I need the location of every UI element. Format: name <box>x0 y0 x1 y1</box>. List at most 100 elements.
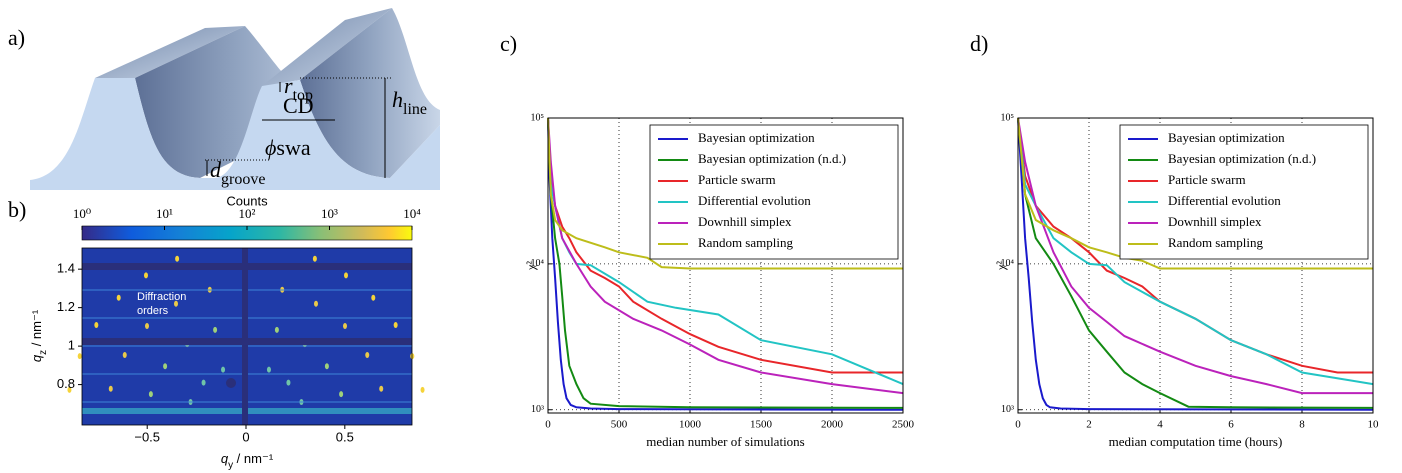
colorbar-label: Counts <box>226 193 268 208</box>
r-top-label-part: top <box>293 87 313 104</box>
x-tick-label: 0 <box>242 429 249 444</box>
annotation: orders <box>137 305 169 317</box>
y-tick-label: 1.2 <box>57 299 75 314</box>
diffraction-spot <box>116 294 121 301</box>
x-tick-label: 10 <box>1368 419 1380 431</box>
y-tick-label: 10⁴ <box>1001 258 1015 269</box>
x-tick-label: 2 <box>1086 419 1092 431</box>
x-tick-label: −0.5 <box>134 429 160 444</box>
series-line <box>547 117 904 411</box>
x-tick-label: 0.5 <box>336 429 354 444</box>
beamstop <box>242 248 248 425</box>
legend-label: Differential evolution <box>1168 193 1281 208</box>
swa-label-part: swa <box>276 135 310 160</box>
legend-box <box>1119 124 1369 260</box>
diffraction-spot <box>266 366 271 373</box>
x-tick-label: 1500 <box>750 419 773 431</box>
colorbar-tick-label: 10¹ <box>156 206 173 221</box>
diffraction-spot <box>201 379 206 386</box>
colorbar-tick-label: 10⁴ <box>403 206 421 221</box>
series-line <box>1017 117 1373 270</box>
y-axis-label: χ² <box>994 261 1008 271</box>
series-line <box>1017 117 1374 411</box>
colorbar-tick-label: 10³ <box>321 206 338 221</box>
x-axis-label: median number of simulations <box>646 434 805 449</box>
legend-label: Bayesian optimization (n.d.) <box>698 151 846 166</box>
legend-label: Downhill simplex <box>1168 214 1262 229</box>
diffraction-spot <box>143 272 148 279</box>
d-groove-label-part: d <box>210 157 222 182</box>
h-line-label: hline <box>392 87 427 118</box>
series-line <box>547 117 904 395</box>
panel-label: d) <box>970 31 988 56</box>
legend-label: Differential evolution <box>698 193 811 208</box>
groove-illustration <box>30 8 440 190</box>
y-tick-label: 0.8 <box>57 376 75 391</box>
groove-surface <box>300 8 440 178</box>
series-line <box>1017 117 1374 409</box>
diffraction-image <box>67 225 425 426</box>
legend-label: Random sampling <box>1168 235 1263 250</box>
legend-label: Bayesian optimization <box>698 130 815 145</box>
x-tick-label: 0 <box>545 419 551 431</box>
x-axis-label: median computation time (hours) <box>1109 434 1283 449</box>
x-axis-label-part: q <box>221 451 229 466</box>
y-axis-label-part: q <box>29 354 44 362</box>
colorbar-tick-label: 10⁰ <box>73 206 91 221</box>
cd-label: CD <box>283 93 314 118</box>
x-axis-label-part: / nm⁻¹ <box>233 451 274 466</box>
image-frame <box>81 247 413 426</box>
x-tick-label: 0 <box>1015 419 1021 431</box>
x-tick-label: 4 <box>1157 419 1163 431</box>
annotation: Diffraction <box>137 291 186 303</box>
diffraction-spot <box>67 386 72 393</box>
diffraction-spot <box>122 352 127 358</box>
legend-label: Random sampling <box>698 235 793 250</box>
r-top-label-part: r <box>284 73 293 98</box>
legend-label: Downhill simplex <box>698 214 792 229</box>
diffraction-spot <box>286 379 291 386</box>
diffraction-spot <box>393 321 398 328</box>
diffraction-spot <box>221 366 226 373</box>
colorbar-tick-label: 10² <box>239 206 256 221</box>
y-tick-label: 1 <box>68 338 75 353</box>
ridge-top <box>95 26 245 78</box>
diffraction-spot <box>379 385 384 392</box>
diffraction-spot <box>339 391 344 398</box>
series-line <box>547 117 904 409</box>
ridge-top <box>262 8 392 86</box>
diffraction-spot <box>175 255 180 262</box>
legend-label: Particle swarm <box>1168 172 1246 187</box>
x-tick-label: 1000 <box>679 419 702 431</box>
cross-section <box>30 78 440 190</box>
swa-label: ϕswa <box>265 135 311 160</box>
panel-label: b) <box>8 197 26 222</box>
y-tick-label: 1.4 <box>57 261 75 276</box>
diffraction-spot <box>94 321 99 328</box>
x-tick-label: 2500 <box>892 419 915 431</box>
diffraction-spot <box>77 353 82 360</box>
x-axis-label-part: y <box>228 460 233 471</box>
diffraction-spot <box>344 272 349 279</box>
plot-frame <box>1017 117 1374 414</box>
groove-surface <box>135 26 340 178</box>
h-line-label-part: line <box>403 101 427 118</box>
panel-label: c) <box>500 31 517 56</box>
d-groove-label-part: groove <box>221 171 265 188</box>
y-axis-label-part: / nm⁻¹ <box>29 309 44 350</box>
y-tick-label: 10⁵ <box>531 112 545 123</box>
x-tick-label: 2000 <box>821 419 844 431</box>
diffraction-spot <box>365 352 370 358</box>
x-tick-label: 6 <box>1228 419 1234 431</box>
legend-label: Bayesian optimization (n.d.) <box>1168 151 1316 166</box>
x-axis-label: qy / nm⁻¹ <box>221 451 274 471</box>
h-line-label-part: h <box>392 87 403 112</box>
diffraction-spot <box>213 326 218 333</box>
diffraction-spot <box>314 300 318 307</box>
x-tick-label: 8 <box>1299 419 1305 431</box>
legend-label: Bayesian optimization <box>1168 130 1285 145</box>
x-tick-label: 500 <box>611 419 628 431</box>
y-tick-label: 10⁵ <box>1001 112 1015 123</box>
diffraction-spot <box>342 323 347 330</box>
